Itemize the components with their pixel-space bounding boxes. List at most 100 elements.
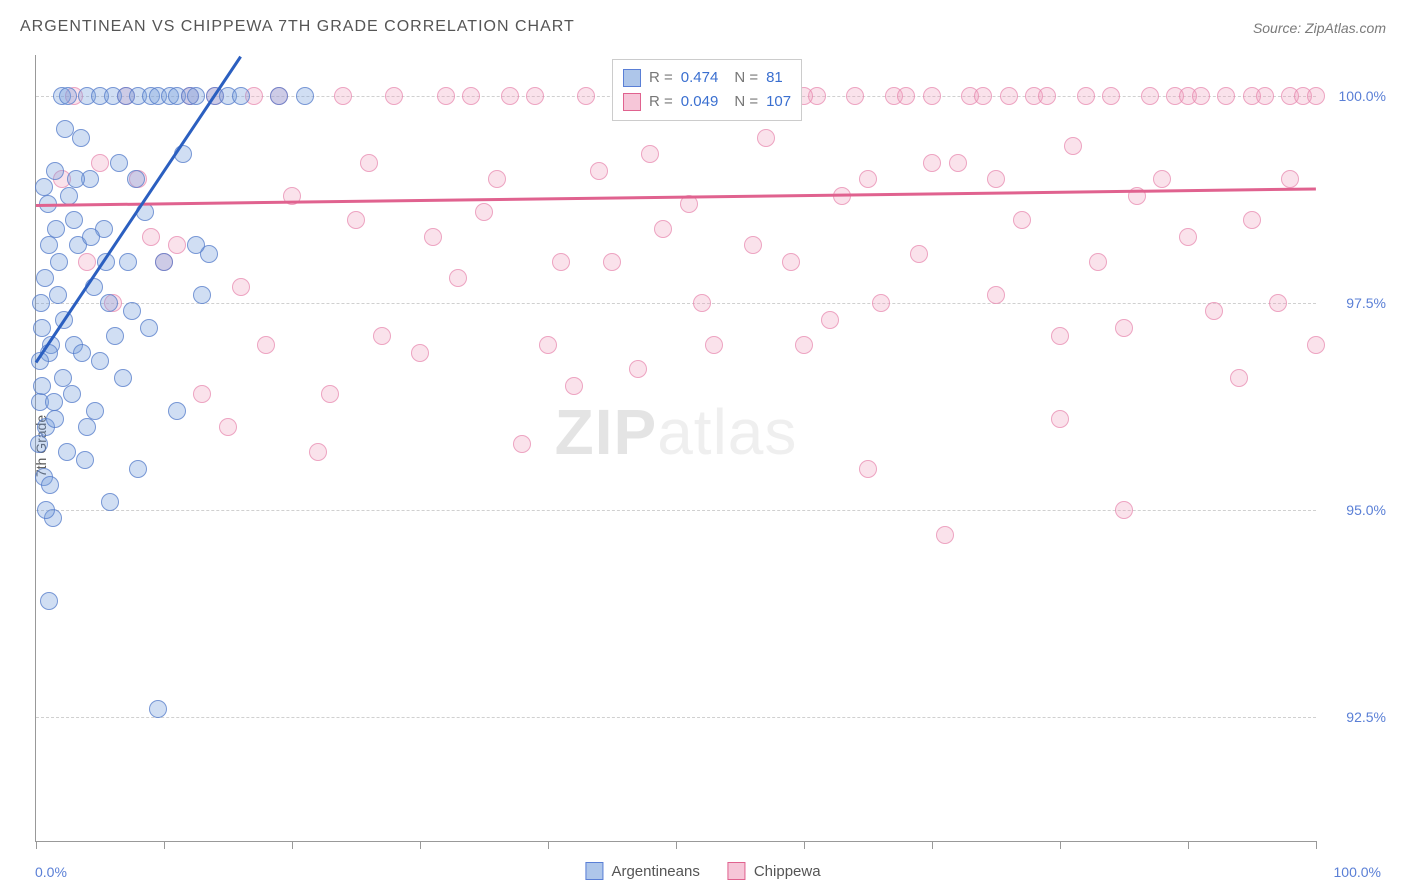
x-label-right: 100.0% [1334, 864, 1381, 880]
data-point [168, 236, 186, 254]
data-point [32, 294, 50, 312]
data-point [705, 336, 723, 354]
data-point [1115, 501, 1133, 519]
x-tick [164, 841, 165, 849]
data-point [91, 154, 109, 172]
data-point [110, 154, 128, 172]
data-point [47, 220, 65, 238]
data-point [641, 145, 659, 163]
data-point [1256, 87, 1274, 105]
data-point [1192, 87, 1210, 105]
data-point [1089, 253, 1107, 271]
data-point [193, 385, 211, 403]
data-point [488, 170, 506, 188]
n-label: N = [734, 90, 758, 114]
scatter-chart: ZIPatlas 92.5%95.0%97.5%100.0%R =0.474N … [35, 55, 1316, 842]
data-point [219, 418, 237, 436]
data-point [347, 211, 365, 229]
r-label: R = [649, 90, 673, 114]
data-point [270, 87, 288, 105]
data-point [897, 87, 915, 105]
data-point [1205, 302, 1223, 320]
legend-swatch-blue [585, 862, 603, 880]
data-point [101, 493, 119, 511]
data-point [40, 236, 58, 254]
chart-title: ARGENTINEAN VS CHIPPEWA 7TH GRADE CORREL… [20, 18, 575, 36]
legend-item-argentineans: Argentineans [585, 862, 699, 880]
data-point [33, 377, 51, 395]
watermark-light: atlas [657, 396, 797, 468]
stats-row: R = 0.049 N = 107 [623, 90, 791, 114]
x-tick [676, 841, 677, 849]
data-point [59, 87, 77, 105]
gridline [36, 717, 1316, 718]
data-point [1307, 336, 1325, 354]
data-point [1115, 319, 1133, 337]
data-point [590, 162, 608, 180]
data-point [1051, 410, 1069, 428]
data-point [1307, 87, 1325, 105]
data-point [91, 352, 109, 370]
data-point [168, 402, 186, 420]
legend-swatch-pink [728, 862, 746, 880]
data-point [1077, 87, 1095, 105]
stats-row: R =0.474N =81 [623, 66, 791, 90]
watermark: ZIPatlas [555, 395, 798, 469]
data-point [46, 162, 64, 180]
data-point [45, 393, 63, 411]
data-point [385, 87, 403, 105]
x-label-left: 0.0% [35, 864, 67, 880]
data-point [50, 253, 68, 271]
x-tick [804, 841, 805, 849]
legend-item-chippewa: Chippewa [728, 862, 821, 880]
data-point [1217, 87, 1235, 105]
data-point [155, 253, 173, 271]
data-point [821, 311, 839, 329]
gridline [36, 303, 1316, 304]
y-tick-label: 100.0% [1326, 88, 1386, 104]
data-point [41, 476, 59, 494]
data-point [40, 592, 58, 610]
data-point [513, 435, 531, 453]
data-point [1102, 87, 1120, 105]
watermark-bold: ZIP [555, 396, 658, 468]
bottom-legend: Argentineans Chippewa [585, 862, 820, 880]
data-point [577, 87, 595, 105]
data-point [757, 129, 775, 147]
data-point [296, 87, 314, 105]
data-point [65, 211, 83, 229]
data-point [1038, 87, 1056, 105]
data-point [35, 178, 53, 196]
data-point [187, 87, 205, 105]
legend-label-argentineans: Argentineans [611, 863, 699, 880]
data-point [1269, 294, 1287, 312]
x-tick [292, 841, 293, 849]
data-point [795, 336, 813, 354]
x-tick [1188, 841, 1189, 849]
data-point [73, 344, 91, 362]
data-point [193, 286, 211, 304]
x-tick [36, 841, 37, 849]
data-point [30, 435, 48, 453]
data-point [86, 402, 104, 420]
x-tick [1060, 841, 1061, 849]
source-value: ZipAtlas.com [1305, 20, 1386, 36]
data-point [910, 245, 928, 263]
data-point [56, 120, 74, 138]
n-value: 107 [766, 90, 791, 114]
data-point [462, 87, 480, 105]
r-value: 0.049 [681, 90, 719, 114]
data-point [923, 154, 941, 172]
data-point [37, 501, 55, 519]
data-point [411, 344, 429, 362]
data-point [232, 87, 250, 105]
data-point [82, 228, 100, 246]
data-point [1064, 137, 1082, 155]
data-point [987, 286, 1005, 304]
y-tick-label: 97.5% [1326, 295, 1386, 311]
data-point [373, 327, 391, 345]
r-label: R = [649, 66, 673, 90]
r-value: 0.474 [681, 66, 719, 90]
source-attribution: Source: ZipAtlas.com [1253, 20, 1386, 36]
stats-swatch [623, 93, 641, 111]
